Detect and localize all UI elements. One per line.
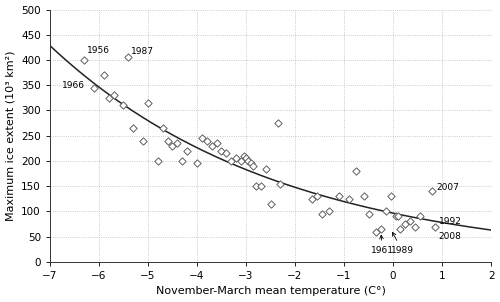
- Point: [240, 153, 248, 158]
- Point: [232, 156, 240, 161]
- Point: [335, 194, 343, 199]
- Point: [80, 58, 88, 63]
- Point: [139, 138, 147, 143]
- Point: [193, 161, 201, 166]
- Point: [396, 226, 404, 231]
- Point: [326, 209, 334, 214]
- Point: [266, 201, 274, 206]
- Point: [386, 194, 394, 199]
- Point: [431, 224, 439, 229]
- Point: [203, 138, 211, 143]
- Point: [100, 73, 108, 78]
- Point: [120, 103, 128, 108]
- Point: [252, 184, 260, 188]
- Text: 2008: 2008: [438, 232, 462, 241]
- Point: [402, 222, 409, 226]
- Point: [372, 229, 380, 234]
- Point: [352, 169, 360, 173]
- Point: [228, 159, 235, 163]
- Point: [198, 136, 206, 141]
- Point: [183, 148, 191, 153]
- Point: [392, 214, 400, 219]
- X-axis label: November-March mean temperature (C°): November-March mean temperature (C°): [156, 286, 386, 297]
- Point: [212, 141, 220, 146]
- Text: 1989: 1989: [390, 232, 413, 255]
- Point: [218, 148, 226, 153]
- Text: 1987: 1987: [131, 47, 154, 56]
- Point: [174, 141, 182, 146]
- Point: [129, 126, 137, 130]
- Point: [276, 181, 284, 186]
- Text: 1961: 1961: [371, 235, 394, 255]
- Point: [144, 101, 152, 105]
- Point: [124, 55, 132, 60]
- Point: [250, 164, 258, 169]
- Point: [164, 138, 172, 143]
- Point: [345, 196, 353, 201]
- Point: [360, 194, 368, 199]
- Point: [313, 194, 321, 199]
- Point: [382, 209, 390, 214]
- Point: [308, 196, 316, 201]
- Point: [208, 143, 216, 148]
- Point: [262, 166, 270, 171]
- Text: 2007: 2007: [436, 183, 459, 192]
- Point: [237, 159, 245, 163]
- Text: 1966: 1966: [62, 81, 85, 90]
- Point: [377, 226, 385, 231]
- Y-axis label: Maximum ice extent (10³ km²): Maximum ice extent (10³ km²): [6, 50, 16, 221]
- Point: [110, 93, 118, 98]
- Text: 1992: 1992: [438, 217, 462, 226]
- Point: [364, 211, 372, 216]
- Text: 1956: 1956: [86, 46, 110, 55]
- Point: [242, 156, 250, 161]
- Point: [158, 126, 166, 130]
- Point: [90, 85, 98, 90]
- Point: [256, 184, 264, 188]
- Point: [318, 211, 326, 216]
- Point: [178, 159, 186, 163]
- Point: [416, 214, 424, 219]
- Point: [394, 214, 402, 219]
- Point: [168, 143, 176, 148]
- Point: [104, 95, 112, 100]
- Point: [154, 159, 162, 163]
- Point: [274, 121, 282, 126]
- Point: [244, 159, 252, 163]
- Point: [247, 161, 255, 166]
- Point: [428, 189, 436, 194]
- Point: [406, 219, 414, 224]
- Point: [222, 151, 230, 156]
- Point: [411, 224, 419, 229]
